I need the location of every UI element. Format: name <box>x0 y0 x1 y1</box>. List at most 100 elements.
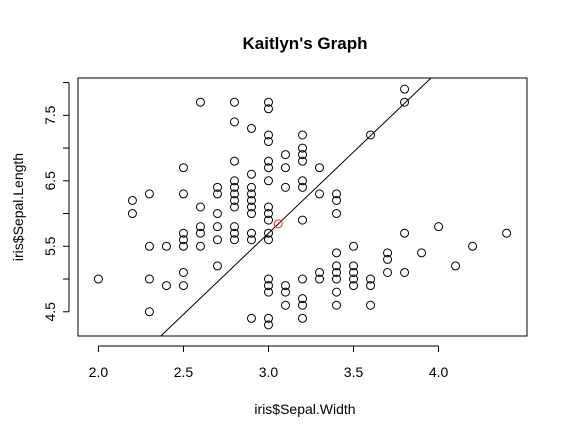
data-point <box>298 130 307 140</box>
y-tick-label: 4.5 <box>42 302 58 322</box>
data-point <box>229 189 239 199</box>
data-point <box>298 150 307 160</box>
data-point <box>195 228 205 238</box>
data-point <box>263 104 273 114</box>
data-point <box>280 281 290 291</box>
data-point <box>366 130 376 140</box>
x-axis: 2.0 2.5 3.0 3.5 4.0 <box>89 345 449 380</box>
data-point <box>263 176 273 186</box>
x-tick-label: 4.0 <box>429 364 449 380</box>
data-point <box>144 189 154 199</box>
data-point <box>161 241 171 251</box>
data-point <box>178 163 188 173</box>
data-point <box>417 248 427 258</box>
data-point <box>280 150 290 160</box>
data-point <box>246 169 256 179</box>
data-point <box>246 123 256 133</box>
data-point <box>263 313 273 323</box>
data-point <box>332 209 342 219</box>
data-point <box>263 137 273 147</box>
data-point <box>263 209 273 219</box>
data-point <box>383 267 393 277</box>
chart-title: Kaitlyn's Graph <box>243 34 368 53</box>
data-point <box>212 182 222 192</box>
data-point <box>349 281 359 291</box>
data-point <box>468 241 478 251</box>
data-point <box>178 267 188 277</box>
x-tick-label: 3.5 <box>344 364 364 380</box>
regression-line <box>160 77 432 337</box>
data-point <box>434 222 444 232</box>
data-point <box>451 261 461 271</box>
data-point <box>246 313 256 323</box>
data-point <box>263 215 273 225</box>
data-point <box>229 235 239 245</box>
data-point <box>400 97 410 107</box>
data-point <box>263 97 273 107</box>
data-point <box>212 209 222 219</box>
data-point <box>246 235 256 245</box>
y-axis-label: iris$Sepal.Length <box>10 153 26 261</box>
data-point <box>246 189 256 199</box>
data-point <box>315 189 325 199</box>
data-point <box>383 248 393 258</box>
data-point <box>246 182 256 192</box>
data-point <box>229 222 239 232</box>
data-point <box>315 163 325 173</box>
data-point <box>280 163 290 173</box>
y-tick-label: 7.5 <box>42 105 58 125</box>
data-point <box>229 117 239 127</box>
data-point <box>332 287 342 297</box>
data-point <box>315 267 325 277</box>
data-point <box>161 281 171 291</box>
data-point <box>332 248 342 258</box>
data-point <box>263 235 273 245</box>
data-point <box>178 235 188 245</box>
data-point <box>263 163 273 173</box>
data-point <box>298 182 307 192</box>
data-point <box>195 241 205 251</box>
data-point <box>298 176 307 186</box>
data-point <box>332 195 342 205</box>
data-point <box>349 261 359 271</box>
data-point <box>229 202 239 212</box>
mean-point <box>273 219 283 229</box>
data-point <box>229 156 239 166</box>
data-point <box>195 222 205 232</box>
data-point <box>263 130 273 140</box>
plot-area-frame <box>77 77 528 337</box>
data-point <box>332 261 342 271</box>
data-point <box>93 274 103 284</box>
data-point <box>349 267 359 277</box>
data-point <box>246 228 256 238</box>
data-point <box>229 195 239 205</box>
data-point <box>349 274 359 284</box>
data-point <box>127 195 137 205</box>
data-point <box>366 281 376 291</box>
data-point <box>332 267 342 277</box>
data-point <box>298 215 307 225</box>
data-point <box>280 287 290 297</box>
data-point <box>246 195 256 205</box>
data-point <box>246 209 256 219</box>
data-point <box>298 313 307 323</box>
data-point <box>366 300 376 310</box>
data-point <box>263 228 273 238</box>
data-point <box>127 209 137 219</box>
data-point <box>298 274 307 284</box>
data-point <box>229 228 239 238</box>
y-tick-label: 5.5 <box>42 236 58 256</box>
data-point <box>144 274 154 284</box>
data-point <box>229 97 239 107</box>
data-point <box>263 281 273 291</box>
data-point <box>400 84 410 94</box>
data-point <box>332 189 342 199</box>
x-tick-label: 3.0 <box>259 364 279 380</box>
data-point <box>212 222 222 232</box>
data-point <box>400 228 410 238</box>
data-point <box>212 261 222 271</box>
data-point <box>332 300 342 310</box>
data-point <box>195 97 205 107</box>
data-point <box>178 189 188 199</box>
